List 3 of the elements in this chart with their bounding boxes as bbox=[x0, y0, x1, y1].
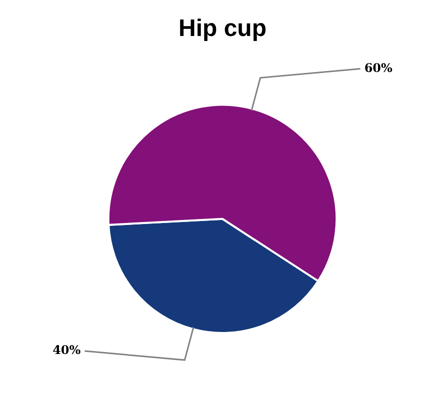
data-label: 40% bbox=[52, 343, 82, 358]
data-label: 60% bbox=[364, 60, 394, 75]
chart-title: Hip cup bbox=[178, 15, 266, 42]
